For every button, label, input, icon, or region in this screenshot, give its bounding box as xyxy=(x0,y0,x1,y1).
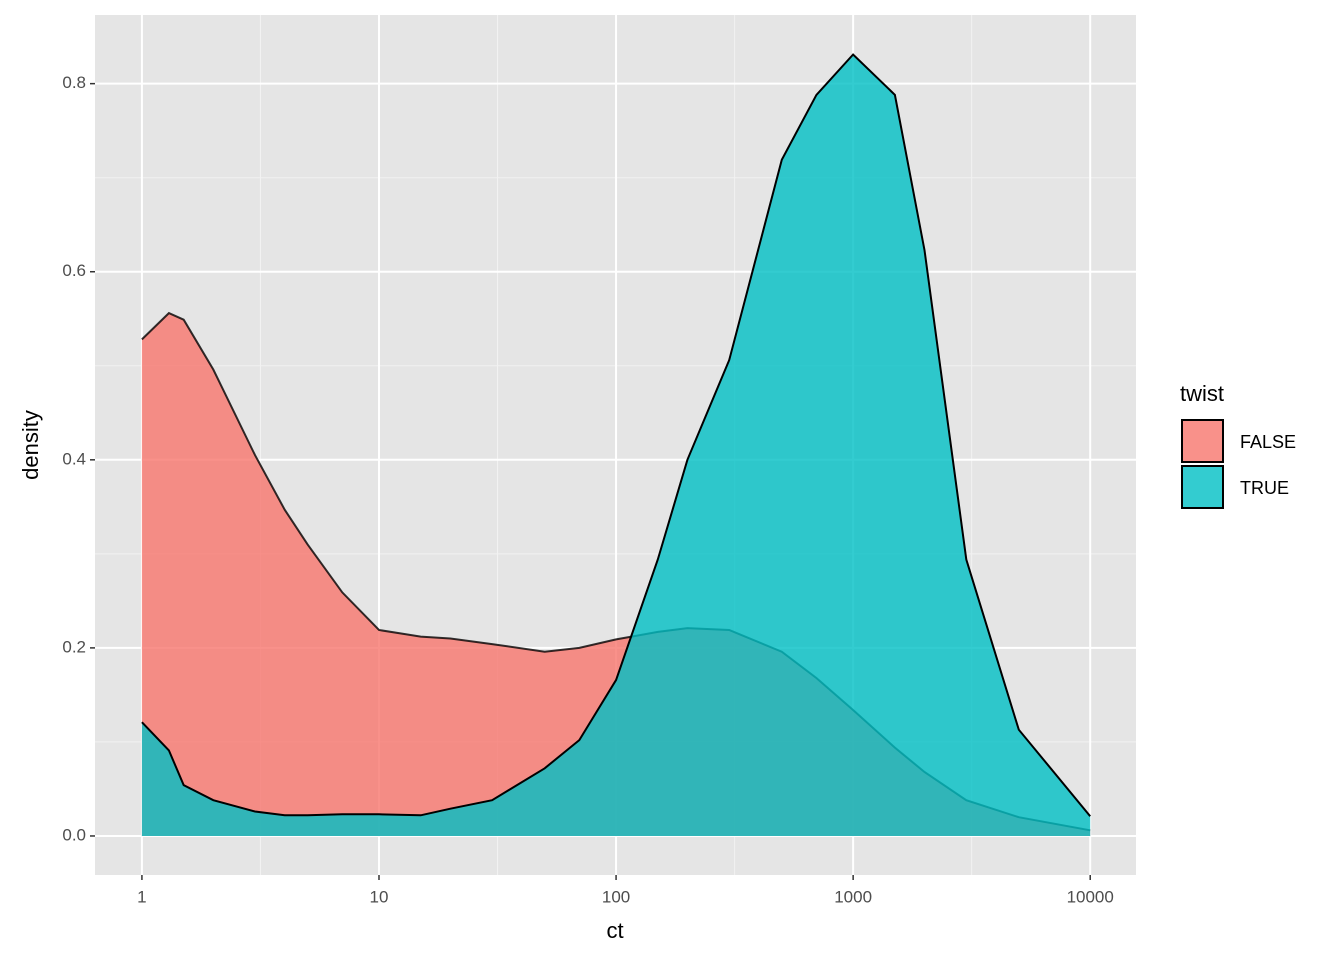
x-tick-label: 1 xyxy=(137,887,146,906)
x-axis-title: ct xyxy=(606,918,623,943)
y-tick-label: 0.4 xyxy=(62,449,86,468)
legend-key xyxy=(1181,419,1224,463)
density-area xyxy=(141,54,1091,836)
y-tick-label: 0.0 xyxy=(62,825,86,844)
x-tick-label: 10000 xyxy=(1067,887,1114,906)
legend-label: FALSE xyxy=(1240,432,1296,452)
x-tick-label: 10 xyxy=(370,887,389,906)
y-tick-label: 0.6 xyxy=(62,261,86,280)
legend-key xyxy=(1181,465,1224,509)
y-axis-title: density xyxy=(18,410,43,480)
y-tick-label: 0.8 xyxy=(62,73,86,92)
legend-title: twist xyxy=(1180,381,1224,406)
legend-label: TRUE xyxy=(1240,478,1289,498)
x-tick-label: 100 xyxy=(602,887,630,906)
x-tick-label: 1000 xyxy=(834,887,872,906)
y-tick-label: 0.2 xyxy=(62,637,86,656)
density-area xyxy=(141,313,1091,836)
density-line xyxy=(141,53,1091,817)
